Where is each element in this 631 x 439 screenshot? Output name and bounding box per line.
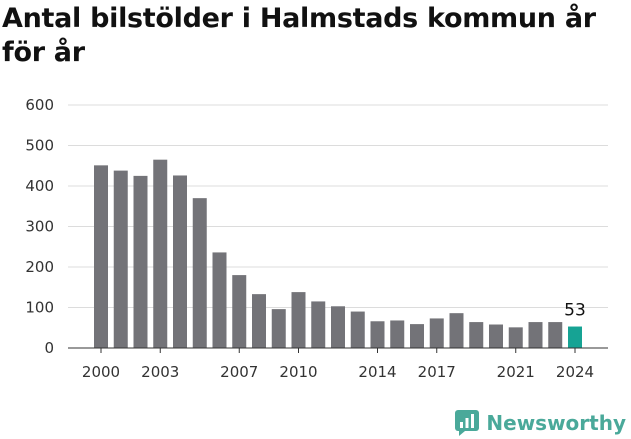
x-tick-label: 2010 [279,363,317,381]
bar-2019 [469,322,484,348]
bars [94,159,582,348]
bar-2010 [291,292,306,348]
x-tick-label: 2000 [82,363,120,381]
bar-2016 [410,324,424,348]
chart-title: Antal bilstölder i Halmstads kommun år f… [2,3,596,68]
bar-2014 [370,321,385,348]
x-tick-label: 2014 [358,363,396,381]
bar-2013 [350,311,365,348]
bar-2015 [390,320,405,348]
bar-2021 [508,327,523,348]
x-tick-label: 2003 [141,363,179,381]
bar-2018 [449,313,464,348]
bar-2000 [94,165,108,348]
data-labels: 53 [564,301,586,321]
newsworthy-logo-icon [455,410,480,436]
bar-2009 [271,309,286,348]
y-tick-label: 200 [25,258,54,276]
x-tick-label: 2024 [556,363,594,381]
bar-2003 [153,159,168,348]
y-tick-label: 500 [25,137,54,155]
y-tick-label: 400 [25,177,54,195]
y-axis-ticks: 0 100 200 300 400 500 600 [25,96,54,357]
gridlines [68,104,608,308]
bar-2008 [252,294,266,348]
y-tick-label: 100 [25,299,54,317]
bar-2006 [212,252,227,348]
bar-2002 [133,175,148,348]
bar-2004 [173,175,187,348]
bar-2007 [232,275,247,348]
x-tick-label: 2017 [418,363,456,381]
bar-2020 [489,324,503,348]
bar-2024 [568,326,582,348]
brand-name: Newsworthy [486,411,626,435]
y-tick-label: 0 [44,339,54,357]
y-tick-label: 600 [25,96,54,114]
data-label: 53 [564,301,586,321]
bar-2022 [528,322,543,348]
bar-2017 [429,318,444,348]
bar-2001 [113,170,128,348]
bar-2012 [331,306,345,348]
x-axis-ticks: 2000 2003 2007 2010 2014 2017 2021 2024 [68,347,608,381]
newsworthy-brand[interactable]: Newsworthy [454,408,626,438]
x-tick-label: 2007 [220,363,258,381]
y-tick-label: 300 [25,218,54,236]
bar-2023 [548,322,563,348]
bar-2005 [192,198,207,348]
x-tick-label: 2021 [497,363,535,381]
bar-2011 [311,301,326,348]
